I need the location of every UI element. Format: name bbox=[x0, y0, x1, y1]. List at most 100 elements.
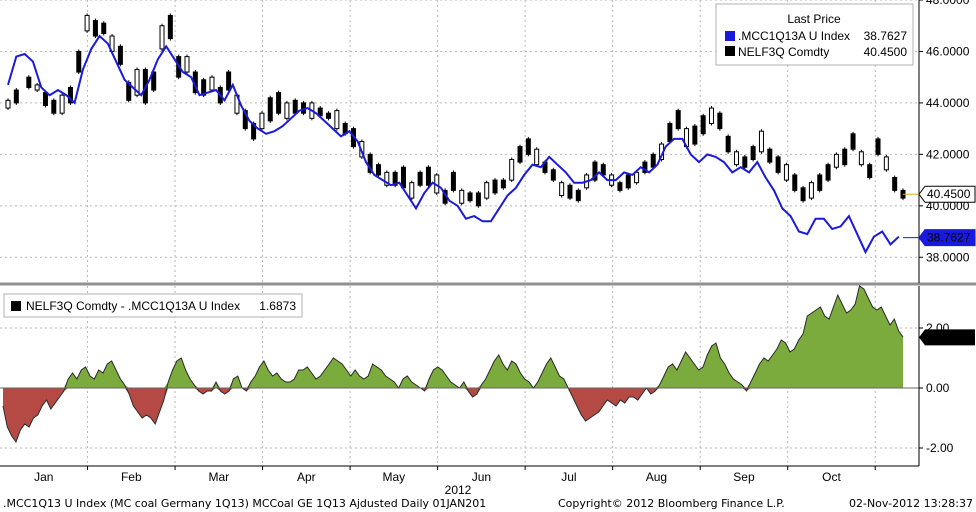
candle-body bbox=[883, 156, 889, 171]
spread-legend[interactable]: NELF3Q Comdty - .MCC1Q13A U Index 1.6873 bbox=[3, 293, 303, 318]
spread-last-text: 1.6873 bbox=[927, 330, 964, 344]
last-value-text: 38.7627 bbox=[927, 231, 971, 245]
candle-body bbox=[500, 179, 506, 189]
candle-body bbox=[26, 76, 32, 88]
candle-body bbox=[475, 192, 481, 207]
candle-body bbox=[51, 99, 57, 114]
candle-body bbox=[525, 138, 531, 155]
candle-body bbox=[92, 20, 98, 37]
candle-body bbox=[34, 84, 40, 91]
candle-body bbox=[875, 138, 881, 155]
candle-body bbox=[184, 56, 190, 73]
spread-area-positive bbox=[3, 286, 903, 388]
candle-body bbox=[226, 71, 232, 91]
month-label: Sep bbox=[733, 470, 755, 484]
month-label: Aug bbox=[646, 470, 667, 484]
candle-body bbox=[758, 130, 764, 153]
candle-body bbox=[209, 76, 215, 91]
legend-swatch-mcc bbox=[725, 31, 735, 41]
legend-label-nelf: NELF3Q Comdty bbox=[738, 45, 829, 59]
month-label: Jul bbox=[561, 470, 576, 484]
candle-body bbox=[892, 177, 898, 191]
price-tick-label: 44.0000 bbox=[926, 96, 970, 110]
legend-swatch-nelf bbox=[725, 46, 735, 56]
candle-body bbox=[409, 182, 415, 199]
candle-body bbox=[467, 192, 473, 202]
candle-body bbox=[42, 92, 48, 106]
candle-body bbox=[76, 50, 82, 73]
legend-title: Last Price bbox=[787, 12, 841, 26]
last-value-flag bbox=[918, 185, 976, 203]
month-label: Oct bbox=[822, 470, 841, 484]
candle-body bbox=[67, 86, 73, 104]
candle-body bbox=[817, 174, 823, 191]
candle-body bbox=[400, 166, 406, 189]
price-tick-label: 46.0000 bbox=[926, 44, 970, 58]
last-value-flag bbox=[918, 229, 976, 247]
candle-body bbox=[5, 99, 11, 109]
month-label: Mar bbox=[208, 470, 229, 484]
legend-value-nelf: 40.4500 bbox=[864, 45, 908, 59]
candle-body bbox=[384, 171, 390, 186]
candle-body bbox=[575, 189, 581, 202]
candle-body bbox=[709, 107, 715, 124]
footer-center: Copyright© 2012 Bloomberg Finance L.P. bbox=[558, 497, 785, 510]
candle-body bbox=[367, 153, 373, 173]
candle-body bbox=[667, 122, 673, 142]
candle-body bbox=[134, 68, 140, 96]
candle-body bbox=[459, 189, 465, 204]
candle-body bbox=[792, 174, 798, 191]
candle-body bbox=[858, 151, 864, 166]
candle-body bbox=[617, 182, 623, 191]
candle-body bbox=[425, 166, 431, 186]
month-label: Apr bbox=[297, 470, 316, 484]
candle-body bbox=[117, 45, 123, 65]
candle-body bbox=[259, 112, 265, 130]
candle-body bbox=[842, 148, 848, 166]
candle-body bbox=[783, 164, 789, 181]
candle-body bbox=[808, 182, 814, 199]
candle-body bbox=[167, 14, 173, 40]
spread-plot bbox=[0, 285, 919, 444]
legend-swatch-spread bbox=[11, 301, 21, 311]
candle-body bbox=[326, 112, 332, 119]
spread-y-axis: 2.000.00-2.001.6873 bbox=[919, 321, 975, 455]
candle-body bbox=[159, 25, 165, 50]
candle-body bbox=[767, 148, 773, 163]
candle-body bbox=[592, 161, 598, 181]
candle-body bbox=[550, 169, 556, 181]
candle-body bbox=[867, 164, 873, 179]
candle-body bbox=[59, 94, 65, 114]
month-label: May bbox=[383, 470, 406, 484]
candle-body bbox=[700, 115, 706, 135]
last-value-labels: 40.4500 38.7627 bbox=[903, 185, 976, 247]
candle-body bbox=[392, 171, 398, 186]
legend-value-spread: 1.6873 bbox=[259, 299, 296, 313]
month-label: Jun bbox=[472, 470, 491, 484]
candle-body bbox=[675, 110, 681, 130]
candle-body bbox=[201, 79, 207, 96]
candle-body bbox=[84, 14, 90, 32]
candle-body bbox=[292, 99, 298, 114]
spread-last-flag bbox=[919, 329, 975, 346]
candle-body bbox=[284, 102, 290, 119]
candle-body bbox=[517, 146, 523, 163]
candle-body bbox=[375, 164, 381, 176]
spread-outline bbox=[2, 285, 904, 444]
price-legend[interactable]: Last Price .MCC1Q13A U Index 38.7627 NEL… bbox=[715, 3, 914, 66]
price-plot bbox=[5, 13, 906, 255]
candle-body bbox=[825, 164, 831, 181]
candle-body bbox=[625, 174, 631, 189]
candle-body bbox=[276, 92, 282, 114]
candle-body bbox=[733, 151, 739, 166]
candle-body bbox=[242, 110, 248, 130]
candle-body bbox=[450, 171, 456, 191]
candle-body bbox=[775, 156, 781, 173]
legend-label-mcc: .MCC1Q13A U Index bbox=[738, 29, 850, 43]
candle-body bbox=[101, 22, 107, 34]
candle-body bbox=[742, 156, 748, 168]
legend-value-mcc: 38.7627 bbox=[864, 29, 908, 43]
candle-body bbox=[600, 164, 606, 176]
candle-body bbox=[417, 171, 423, 186]
